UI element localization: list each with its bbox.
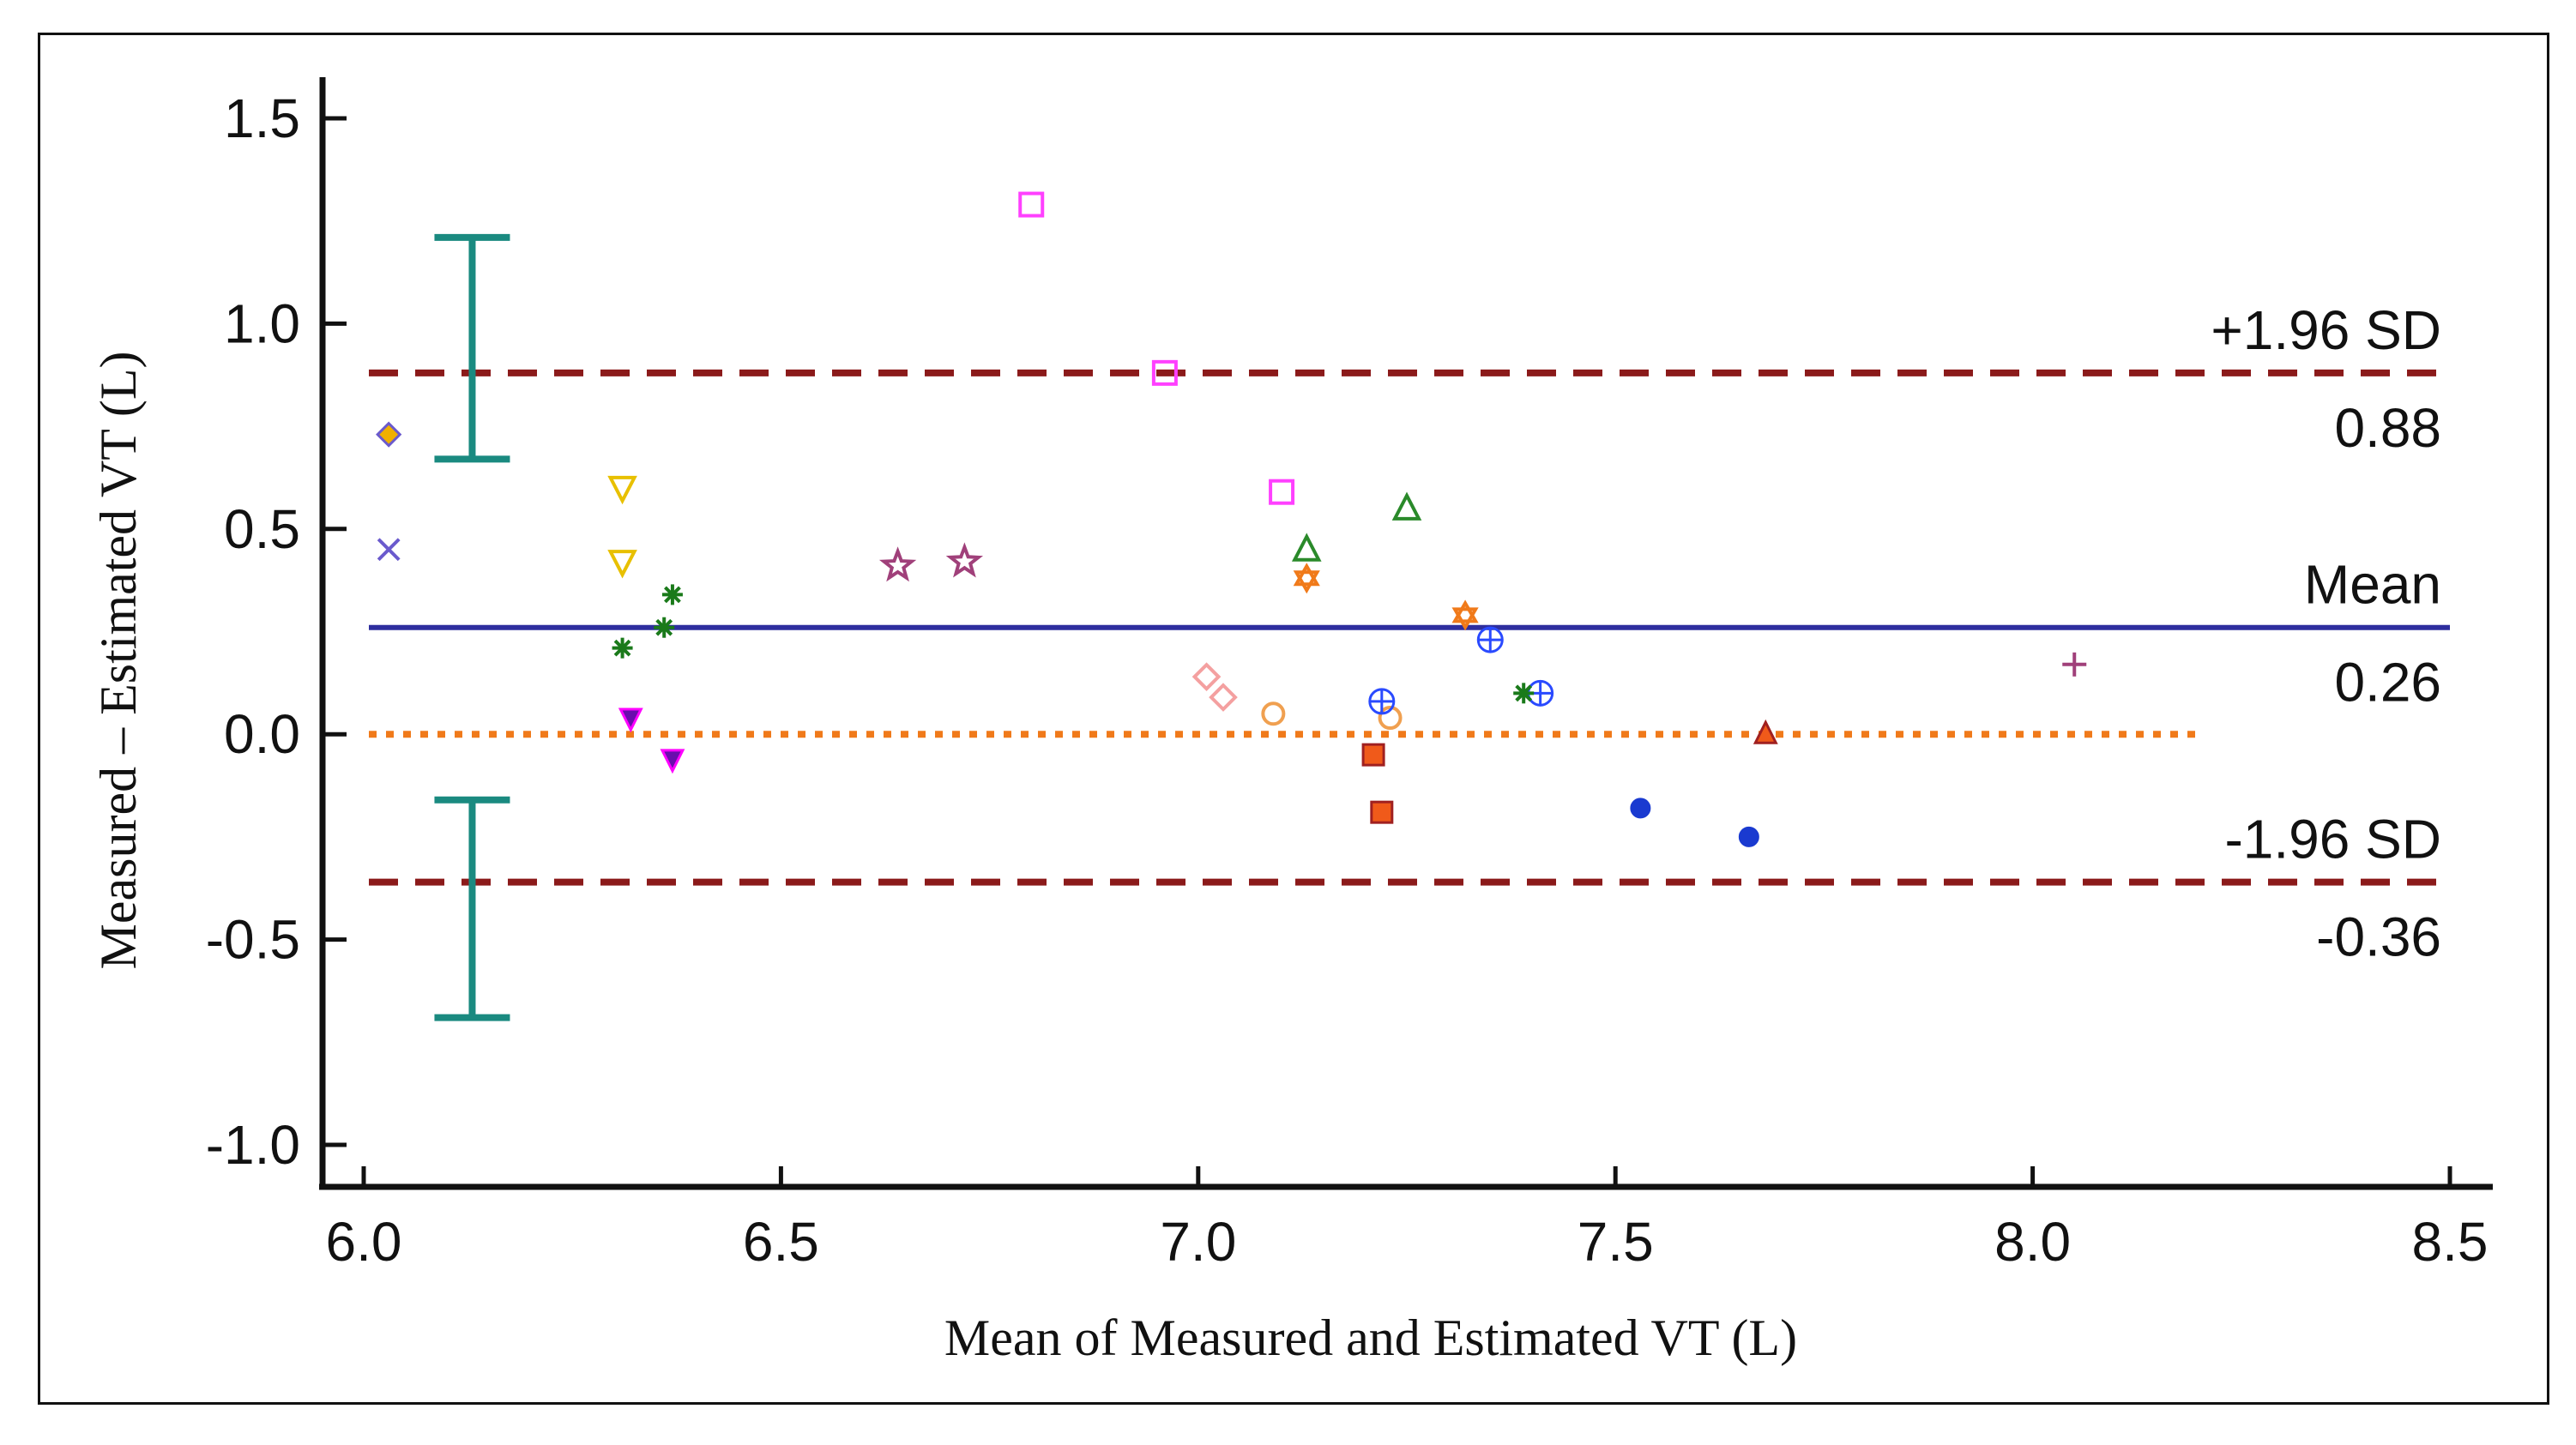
data-point [1151,359,1178,386]
reference-value: 0.88 [2334,397,2441,459]
data-point [607,550,637,579]
y-tick-label: 0.0 [224,703,300,765]
x-tick-label: 7.5 [1578,1211,1654,1273]
data-point [1513,683,1535,704]
data-point [1269,479,1295,505]
data-point [1293,563,1320,594]
confidence-interval-bar [434,233,510,463]
data-point [1630,798,1651,819]
x-tick-label: 6.0 [326,1211,402,1273]
y-tick-label: 0.5 [224,498,300,560]
data-point [661,584,683,605]
x-tick-label: 8.5 [2412,1211,2489,1273]
data-point [1191,662,1222,691]
reference-value: -0.36 [2316,906,2441,968]
y-tick-label: -1.0 [206,1114,300,1176]
data-point [1391,491,1422,521]
data-point [377,538,401,562]
data-point [1291,533,1322,562]
data-point [1753,719,1778,744]
y-tick-label: 1.0 [224,292,300,354]
data-point [1738,826,1759,847]
y-tick-label: -0.5 [206,909,300,971]
data-point [1018,191,1045,218]
data-point [660,749,685,774]
confidence-interval-bar [434,796,510,1021]
data-point [607,475,637,505]
error-bars [434,233,510,1021]
y-axis-title: Measured – Estimated VT (L) [90,352,147,970]
data-point [618,707,643,733]
data-point [1451,599,1479,631]
figure-frame [38,33,2549,1405]
reference-label: Mean [2304,554,2441,616]
x-tick-label: 7.0 [1160,1211,1236,1273]
data-points [376,191,2087,847]
data-point [2062,652,2087,677]
data-point [1209,683,1238,712]
x-tick-label: 6.5 [743,1211,819,1273]
data-point [1261,701,1286,726]
data-point [1378,706,1403,731]
axes [319,77,2493,1190]
reference-label: -1.96 SD [2224,809,2441,870]
data-point [376,421,402,448]
data-point [1476,626,1504,653]
reference-lines [369,369,2450,886]
data-point [878,546,917,582]
y-tick-label: 1.5 [224,87,300,149]
reference-value: 0.26 [2334,652,2441,713]
data-point [945,542,984,578]
reference-label: +1.96 SD [2211,299,2441,361]
x-axis-title: Mean of Measured and Estimated VT (L) [944,1310,1797,1366]
data-point [654,617,675,638]
axis-ticks: 6.0 6.5 7.0 7.5 8.0 8.5 1.5 1.0 0.5 0.0 -0.5 -1.0 [206,87,2489,1273]
data-point [1361,743,1385,767]
data-point [1370,800,1394,824]
reference-annotations: +1.96 SD 0.88 Mean 0.26 -1.96 SD -0.36 [2211,299,2441,968]
data-point [1368,688,1396,715]
data-point [612,637,633,659]
x-tick-label: 8.0 [1994,1211,2071,1273]
